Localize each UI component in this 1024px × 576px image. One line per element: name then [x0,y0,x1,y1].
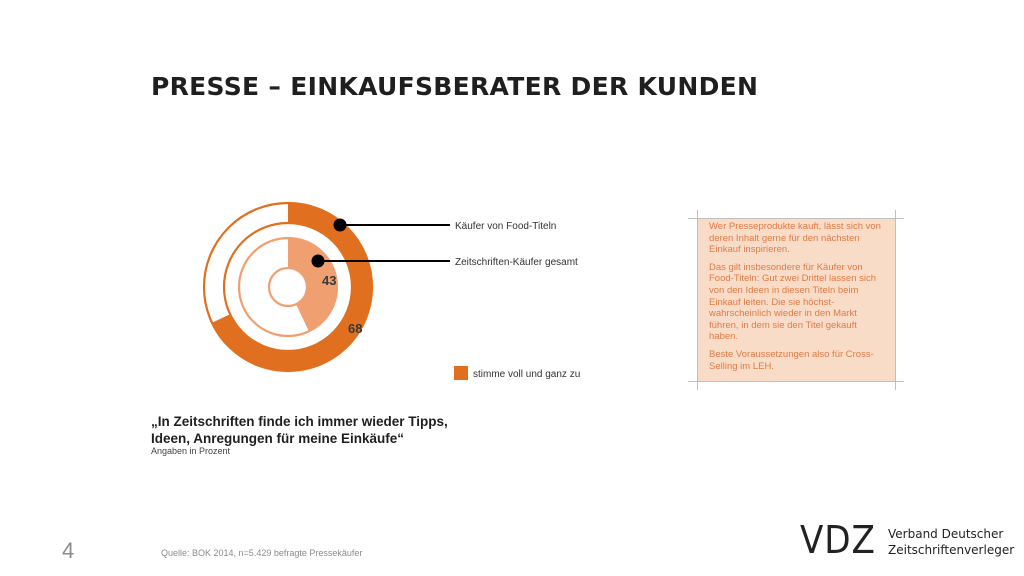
ring-track-inner-edge-inner [267,266,309,308]
info-paragraph-3: Beste Voraussetzungen also für Cross-Sel… [709,348,874,372]
crop-mark [697,210,698,390]
series-label-inner: Zeitschriften-Käufer gesamt [455,257,578,268]
legend-label: stimme voll und ganz zu [473,369,580,380]
logo-line-1: Verband Deutscher [888,527,1004,541]
page-title: PRESSE – EINKAUFSBERATER DER KUNDEN [151,72,759,101]
logo-line-2: Zeitschriftenverleger [888,543,1015,557]
logo-mark: VDZ [800,518,876,562]
source-note: Quelle: BOK 2014, n=5.429 befragte Press… [161,548,363,558]
info-box: Wer Presseprodukte kauft, lässt sich von… [697,219,895,381]
data-label-inner: 43 [322,273,336,288]
data-label-outer: 68 [348,321,362,336]
legend-swatch [454,366,468,380]
crop-mark [895,210,896,390]
info-paragraph-1: Wer Presseprodukte kauft, lässt sich von… [709,221,881,256]
vdz-logo: VDZ Verband Deutscher Zeitschriftenverle… [800,518,1014,564]
unit-note: Angaben in Prozent [151,446,231,456]
crop-mark [688,218,904,219]
crop-mark [688,381,904,382]
info-paragraph-2: Das gilt insbesondere für Käufer von Foo… [709,261,877,343]
page-number: 4 [62,538,75,563]
survey-quote: „In Zeitschriften finde ich immer wieder… [151,414,448,446]
series-label-outer: Käufer von Food-Titeln [455,221,556,232]
logo-text: Verband Deutscher Zeitschriftenverleger [888,526,1014,558]
